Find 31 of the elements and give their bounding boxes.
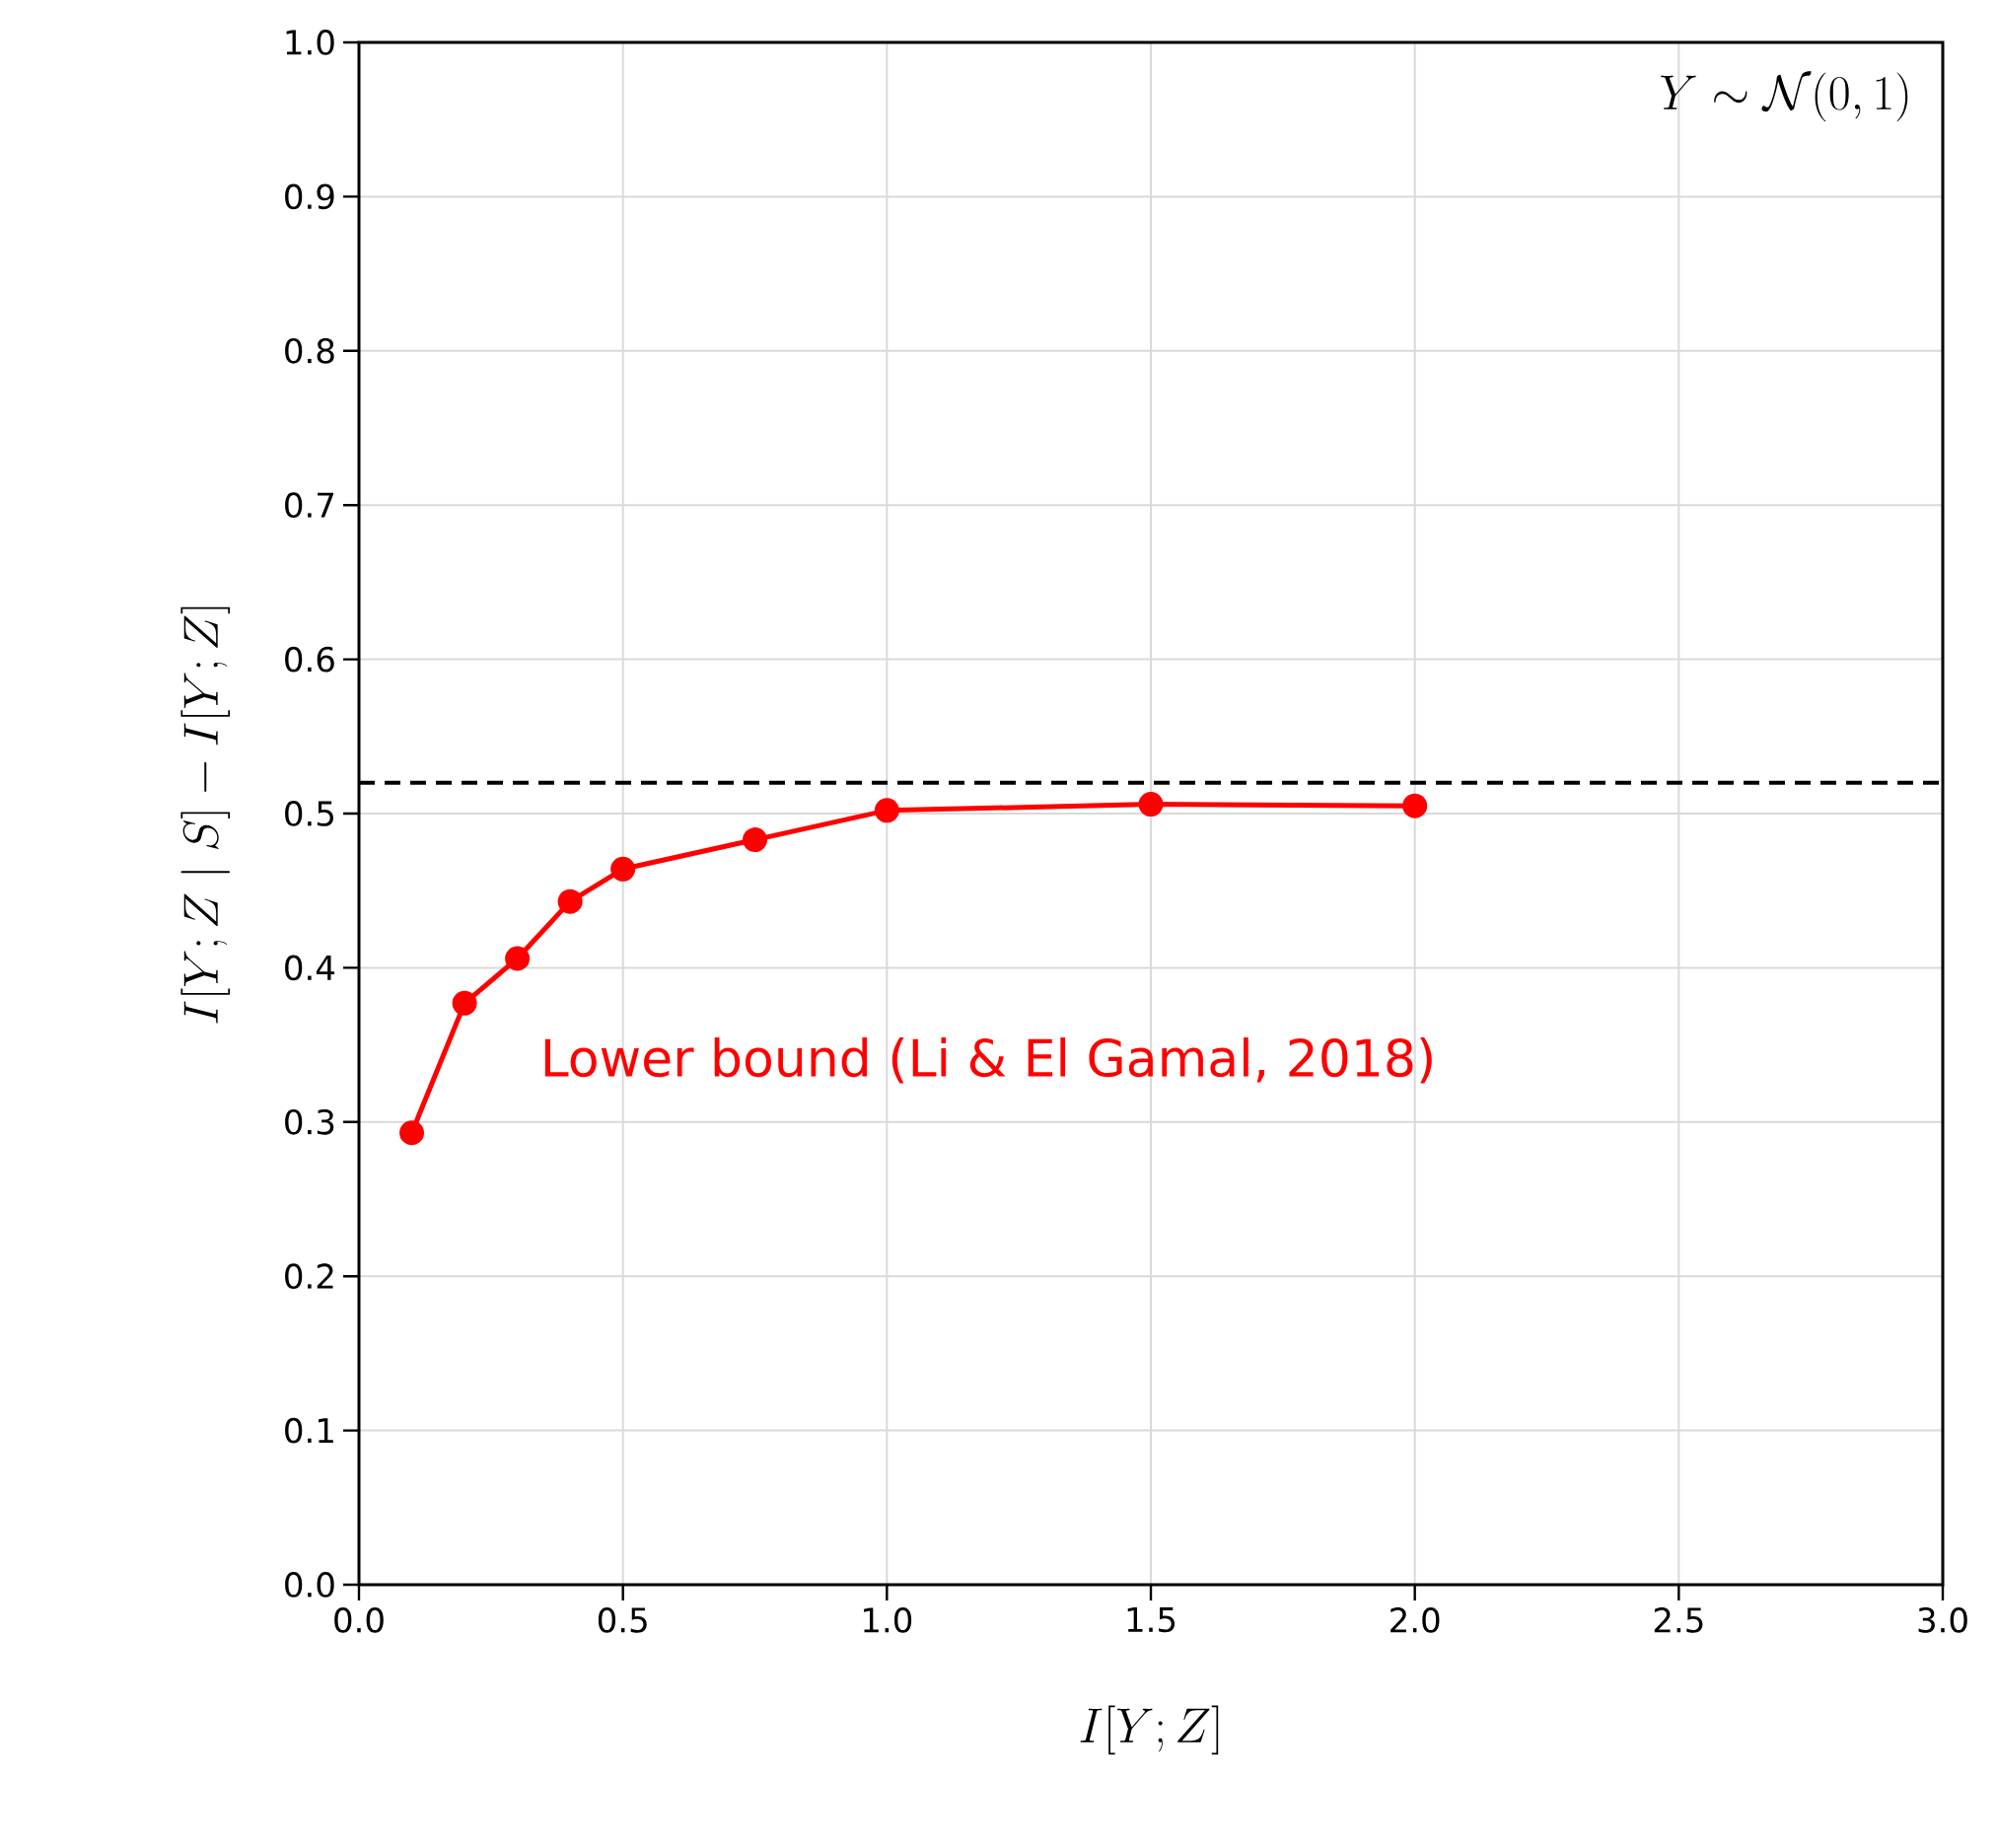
y-tick-label: 0.5 bbox=[285, 801, 333, 826]
x-tick-label: 2.5 bbox=[1654, 1607, 1703, 1633]
y-tick-label: 0.0 bbox=[285, 1572, 334, 1598]
point bbox=[610, 856, 636, 882]
y-tick-label: 0.1 bbox=[285, 1417, 333, 1444]
y-tick-label: 0.3 bbox=[285, 1108, 334, 1135]
series-label: Lower bound (Li & El Gamal, 2018) bbox=[544, 1037, 1432, 1084]
y-tick-label: 1.0 bbox=[286, 30, 334, 55]
point bbox=[1138, 792, 1164, 817]
y-tick-label: 0.8 bbox=[285, 337, 334, 364]
x-tick-label: 3.0 bbox=[1918, 1607, 1967, 1633]
annotation: $Y \sim \mathcal{N}(0,1)$ bbox=[1661, 71, 1908, 122]
x-tick-label: 0.0 bbox=[334, 1607, 384, 1633]
y-tick-label: 0.9 bbox=[285, 183, 334, 210]
y-axis-title: $I[Y;Z \mid S] - I[Y;Z]$ bbox=[180, 606, 231, 1024]
y-tick-label: 0.2 bbox=[285, 1263, 333, 1290]
point bbox=[1402, 793, 1428, 818]
point bbox=[557, 888, 583, 914]
y-tick-label: 0.4 bbox=[285, 955, 335, 981]
y-tick-label: 0.7 bbox=[285, 492, 334, 519]
point bbox=[452, 990, 477, 1016]
point bbox=[505, 946, 531, 971]
x-tick-label: 0.5 bbox=[598, 1607, 647, 1633]
point bbox=[399, 1120, 425, 1146]
x-axis-title: $I[Y;Z]$ bbox=[1080, 1705, 1219, 1755]
x-tick-label: 1.5 bbox=[1127, 1607, 1176, 1633]
x-tick-label: 2.0 bbox=[1390, 1607, 1440, 1633]
x-tick-label: 1.0 bbox=[864, 1607, 912, 1633]
y-tick-label: 0.6 bbox=[285, 646, 334, 673]
point bbox=[743, 827, 768, 853]
point bbox=[874, 798, 899, 823]
